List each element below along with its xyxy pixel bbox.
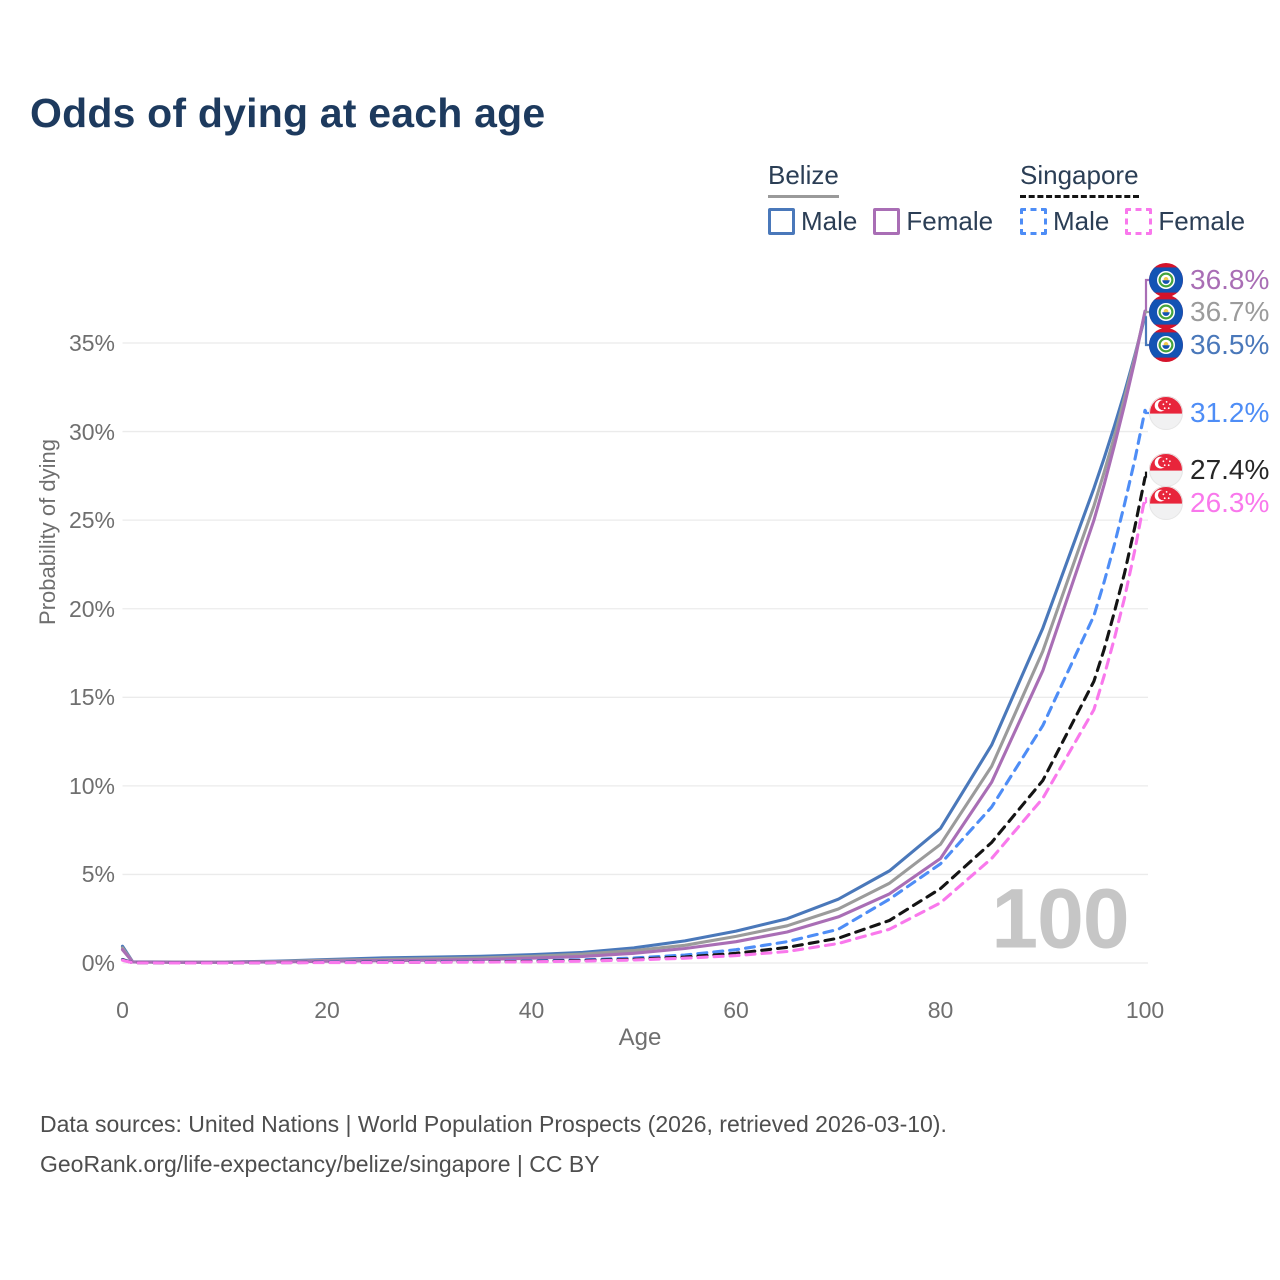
end-label-singapore-average: 27.4% <box>1149 452 1269 488</box>
belize-flag-icon <box>1149 295 1183 329</box>
end-label-belize-male: 36.5% <box>1149 327 1269 363</box>
x-axis-tick-label: 80 <box>927 997 954 1023</box>
footer-attribution: GeoRank.org/life-expectancy/belize/singa… <box>40 1151 600 1177</box>
legend-label: Male <box>1053 206 1110 236</box>
legend-group-singapore: Singapore Male Female <box>1020 160 1245 237</box>
singapore-male-swatch-icon <box>1020 208 1047 235</box>
singapore-flag-icon <box>1149 396 1183 430</box>
y-axis-tick-label: 20% <box>68 595 115 622</box>
belize-female-swatch-icon <box>873 208 901 235</box>
end-label-value: 31.2% <box>1190 397 1270 428</box>
x-axis-tick-label: 60 <box>723 997 749 1023</box>
x-axis-tick-label: 40 <box>518 997 545 1023</box>
legend-country-belize: Belize <box>768 160 839 198</box>
x-axis-tick-label: 20 <box>314 997 340 1023</box>
end-label-value: 27.4% <box>1190 454 1270 485</box>
legend-item-singapore-male: Male <box>1020 206 1109 237</box>
end-label-singapore-male: 31.2% <box>1149 395 1269 431</box>
singapore-flag-icon <box>1149 453 1183 487</box>
y-axis-tick-label: 30% <box>68 418 115 445</box>
x-axis-tick-label: 100 <box>1125 997 1165 1023</box>
y-axis-tick-label: 15% <box>68 684 115 711</box>
series-line-belize-female <box>120 309 1147 964</box>
footer-data-sources: Data sources: United Nations | World Pop… <box>40 1111 947 1137</box>
age-watermark: 100 <box>991 871 1129 966</box>
singapore-female-swatch-icon <box>1125 208 1153 235</box>
end-label-belize-female: 36.8% <box>1149 262 1269 298</box>
legend-label: Female <box>1158 206 1246 236</box>
y-axis-tick-label: 10% <box>68 772 115 799</box>
y-axis-tick-label: 25% <box>68 507 115 534</box>
legend-item-belize-female: Female <box>873 206 993 237</box>
x-axis-title: Age <box>618 1024 662 1051</box>
end-label-value: 36.5% <box>1190 329 1270 360</box>
series-line-belize-male <box>120 314 1147 964</box>
y-axis-tick-label: 5% <box>81 861 115 888</box>
series-line-singapore-female <box>120 495 1147 965</box>
page-title: Odds of dying at each age <box>30 90 546 136</box>
legend-label: Female <box>906 206 994 236</box>
end-label-value: 26.3% <box>1190 487 1270 518</box>
belize-flag-icon <box>1149 263 1183 297</box>
singapore-flag-icon <box>1149 486 1183 520</box>
belize-flag-icon <box>1149 328 1183 362</box>
leader-line-singapore-male <box>1144 410 1154 415</box>
footer: Data sources: United Nations | World Pop… <box>40 1104 947 1184</box>
belize-male-swatch-icon <box>768 208 795 235</box>
legend-item-singapore-female: Female <box>1125 206 1245 237</box>
end-label-value: 36.8% <box>1190 264 1270 295</box>
legend-group-belize: Belize Male Female <box>768 160 993 237</box>
end-label-value: 36.7% <box>1190 296 1270 327</box>
series-line-belize-average <box>120 311 1147 964</box>
y-axis-tick-label: 35% <box>68 330 115 356</box>
y-axis-tick-label: 0% <box>81 950 115 976</box>
x-axis-tick-label: 0 <box>116 997 129 1023</box>
end-label-belize-average: 36.7% <box>1149 294 1269 330</box>
end-label-singapore-female: 26.3% <box>1149 485 1269 521</box>
y-axis-title: Probability of dying <box>35 439 60 625</box>
legend-item-belize-male: Male <box>768 206 857 237</box>
legend-country-singapore: Singapore <box>1020 160 1139 198</box>
legend-label: Male <box>801 206 858 236</box>
